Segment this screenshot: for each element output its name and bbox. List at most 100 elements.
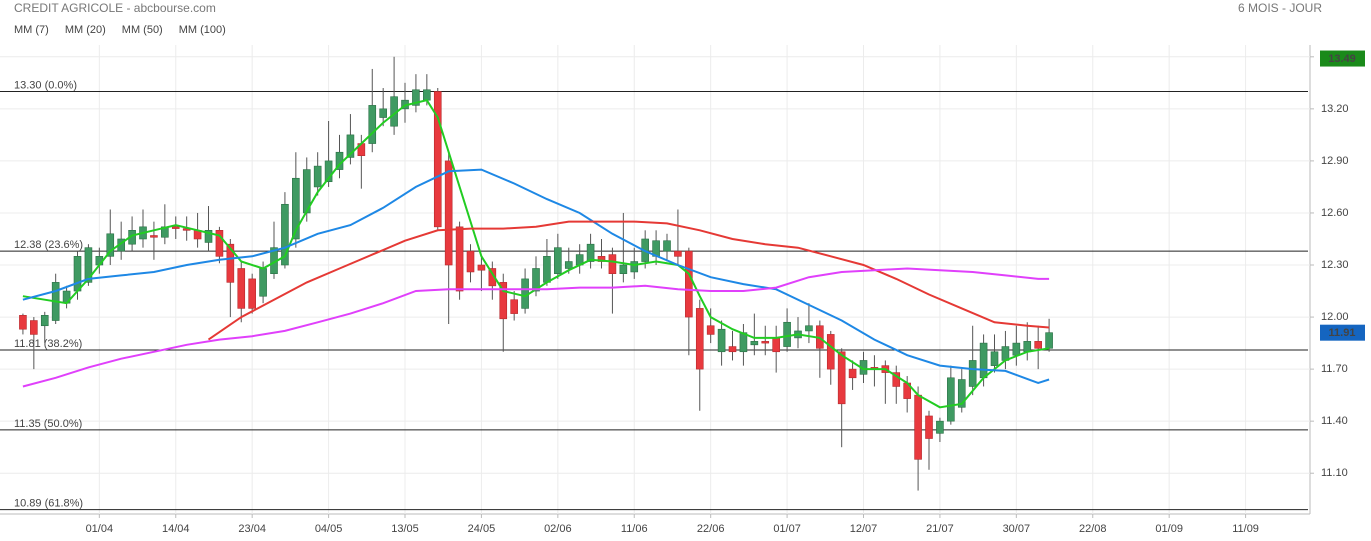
candle-body [990, 351, 999, 366]
ma-line [207, 220, 1050, 341]
candle-body [171, 226, 180, 229]
period-label: 6 MOIS - JOUR [1238, 1, 1322, 15]
candle-body [84, 247, 93, 283]
candle-body [292, 177, 300, 240]
candle-body [848, 368, 857, 379]
candle-body [695, 308, 704, 370]
candle-body [936, 420, 944, 434]
ma-line [22, 99, 1050, 409]
x-tick-label: 01/09 [1155, 523, 1183, 535]
candle-body [455, 226, 464, 292]
chart-title: CREDIT AGRICOLE - abcbourse.com [14, 1, 216, 15]
price-label: 11.91 [1329, 327, 1356, 339]
candle-body [554, 247, 562, 274]
candle-body [226, 243, 235, 283]
candle-body [619, 264, 628, 274]
level-label: 12.38 (23.6%) [14, 239, 83, 251]
candle-body [237, 268, 246, 309]
ma-line [22, 168, 1050, 385]
candle-body [73, 256, 82, 292]
candle-body [248, 278, 256, 309]
candle-body [826, 334, 835, 370]
candle-body [630, 261, 639, 273]
candle-body [19, 315, 27, 330]
candle-body [947, 377, 955, 422]
candle-body [957, 379, 966, 408]
candle-body [663, 240, 671, 252]
x-tick-label: 01/04 [86, 523, 114, 535]
level-label: 13.30 (0.0%) [14, 79, 77, 91]
candle-body [674, 250, 682, 257]
legend-entry: MM (20) [65, 24, 106, 36]
x-tick-label: 13/05 [391, 523, 419, 535]
candle-body [564, 261, 573, 269]
candle-body [532, 268, 540, 292]
candle-body [728, 346, 737, 353]
legend-entry: MM (100) [179, 24, 226, 36]
candle-body [499, 282, 508, 320]
candle-body [925, 415, 933, 439]
x-tick-label: 11/06 [621, 523, 648, 535]
candle-body [979, 342, 988, 379]
candle-body [1012, 342, 1021, 356]
candle-body [433, 91, 442, 228]
candle-body [510, 299, 518, 314]
candle-body [150, 235, 158, 238]
candle-body [914, 394, 922, 460]
x-tick-label: 21/07 [926, 523, 954, 535]
candle-body [608, 254, 617, 274]
candle-body [204, 230, 213, 243]
candle-body [685, 250, 693, 318]
level-label: 11.81 (38.2%) [14, 338, 82, 350]
price-box [1320, 324, 1365, 341]
x-tick-label: 01/07 [773, 523, 801, 535]
candle-body [968, 360, 977, 387]
x-tick-label: 22/08 [1079, 523, 1107, 535]
y-tick-label: 12.00 [1321, 311, 1349, 323]
candle-body [1034, 341, 1042, 349]
candle-body [783, 321, 791, 347]
candle-body [412, 89, 420, 106]
candle-body [543, 256, 551, 283]
price-box [1320, 50, 1365, 67]
candle-body [837, 351, 846, 405]
candle-body [423, 89, 431, 101]
x-tick-label: 24/05 [468, 523, 496, 535]
x-tick-label: 02/06 [544, 523, 572, 535]
candle-body [772, 337, 780, 353]
candle-body [750, 341, 759, 346]
x-tick-label: 22/06 [697, 523, 725, 535]
candle-body [892, 372, 901, 387]
candle-body [324, 160, 333, 183]
y-tick-label: 12.30 [1321, 259, 1349, 271]
candle-body [40, 315, 49, 327]
candle-body [1023, 341, 1032, 353]
candle-body [346, 134, 355, 158]
price-label: 13.49 [1328, 53, 1356, 65]
x-tick-label: 12/07 [850, 523, 878, 535]
y-tick-label: 11.70 [1321, 363, 1348, 375]
candle-body [717, 328, 726, 353]
candle-body [488, 268, 497, 287]
ma-line [22, 267, 1050, 388]
y-tick-label: 12.90 [1321, 155, 1349, 167]
candle-body [805, 325, 813, 332]
candle-body [477, 264, 486, 271]
candle-body [466, 250, 475, 273]
x-tick-label: 04/05 [315, 523, 343, 535]
candle-body [444, 160, 453, 266]
candle-body [313, 165, 322, 188]
candle-body [106, 233, 115, 257]
candle-body [368, 105, 377, 144]
candle-body [1045, 332, 1053, 349]
candle-body [706, 325, 715, 335]
y-tick-label: 13.20 [1321, 103, 1349, 115]
candle-body [586, 243, 595, 262]
level-label: 10.89 (61.8%) [14, 498, 83, 510]
candle-body [281, 203, 289, 266]
x-tick-label: 14/04 [162, 523, 190, 535]
candle-body [30, 320, 38, 335]
y-tick-label: 12.60 [1321, 207, 1349, 219]
candle-body [259, 268, 267, 297]
